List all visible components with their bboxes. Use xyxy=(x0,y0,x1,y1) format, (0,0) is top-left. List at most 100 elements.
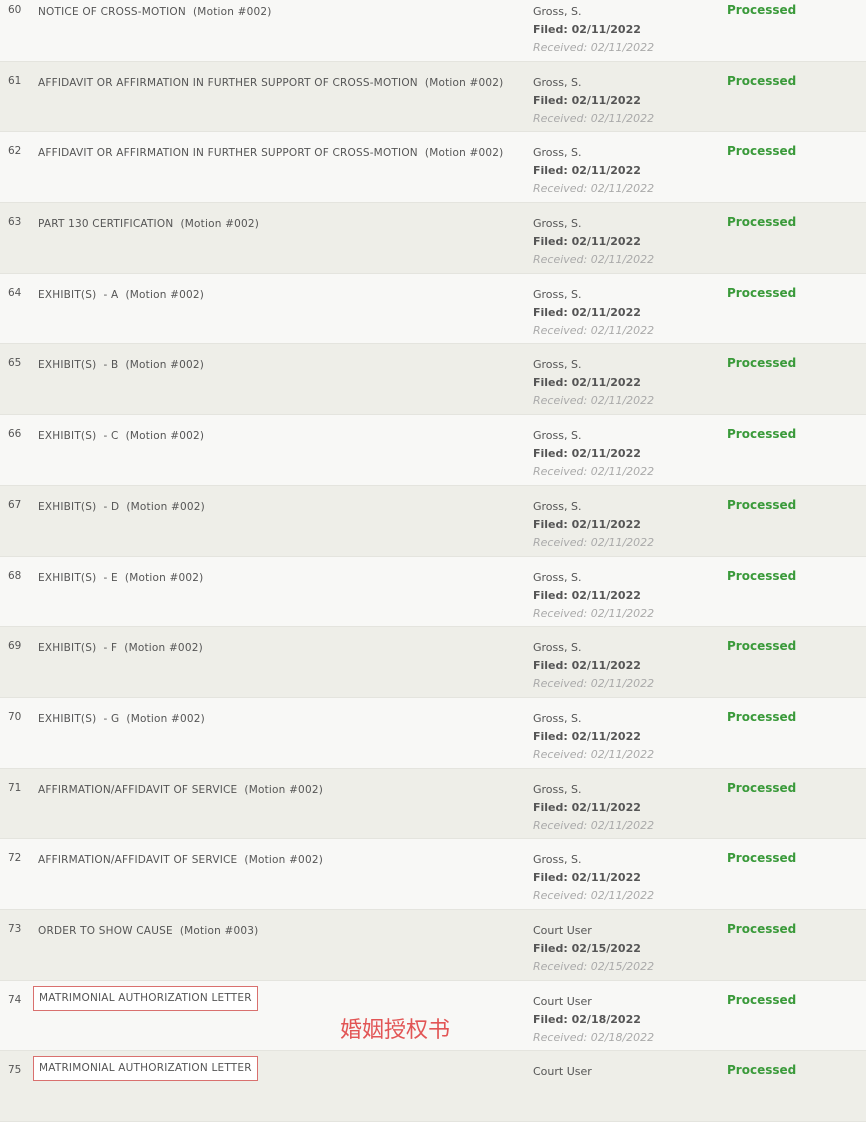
status: Processed xyxy=(727,709,797,724)
received-date: Received: 02/11/2022 xyxy=(533,394,655,408)
document-link[interactable]: AFFIDAVIT OR AFFIRMATION IN FURTHER SUPP… xyxy=(38,147,504,160)
filer-info: Gross, S. Filed: 02/11/2022 Received: 02/1… xyxy=(533,427,654,481)
filer-name: Gross, S. xyxy=(533,499,582,513)
docket-row: 68 EXHIBIT(S) - E (Motion #002) Gross, S. F… xyxy=(0,557,866,628)
docket-row: 69 EXHIBIT(S) - F (Motion #002) Gross, S. F… xyxy=(0,627,866,698)
filer-info: Court User Filed: 02/15/2022 Received: 02/… xyxy=(533,922,654,976)
filer-info: Gross, S. Filed: 02/11/2022 Received: 02/1… xyxy=(533,286,654,340)
doc-number: 66 xyxy=(8,428,22,441)
document-link[interactable]: EXHIBIT(S) - C (Motion #002) xyxy=(38,430,205,443)
status: Processed xyxy=(727,1063,797,1078)
received-date: Received: 02/11/2022 xyxy=(533,747,655,761)
docket-row: 72 AFFIRMATION/AFFIDAVIT OF SERVICE (Moti… xyxy=(0,839,866,910)
received-date: Received: 02/11/2022 xyxy=(533,182,655,196)
filed-date: Filed: 02/11/2022 xyxy=(533,800,641,814)
received-date: Received: 02/15/2022 xyxy=(533,959,655,973)
filer-info: Gross, S. Filed: 02/11/2022 Received: 02/1… xyxy=(533,144,654,198)
docket-row: 70 EXHIBIT(S) - G (Motion #002) Gross, S. F… xyxy=(0,698,866,769)
docket-row: 63 PART 130 CERTIFICATION (Motion #002) Gr… xyxy=(0,203,866,274)
doc-number: 75 xyxy=(8,1064,22,1077)
doc-number: 61 xyxy=(8,74,22,87)
doc-number: 74 xyxy=(8,993,22,1006)
filer-info: Gross, S. Filed: 02/11/2022 Received: 02/1… xyxy=(533,498,654,552)
received-date: Received: 02/11/2022 xyxy=(533,465,655,479)
document-link[interactable]: MATRIMONIAL AUTHORIZATION LETTER xyxy=(33,985,258,1011)
filer-info: Gross, S. Filed: 02/11/2022 Received: 02/1… xyxy=(533,710,654,764)
filer-info: Gross, S. Filed: 02/11/2022 Received: 02/1… xyxy=(533,851,654,905)
status: Processed xyxy=(727,992,797,1007)
filer-name: Court User xyxy=(533,1065,592,1079)
filer-info: Gross, S. Filed: 02/11/2022 Received: 02/1… xyxy=(533,74,654,128)
doc-number: 62 xyxy=(8,145,22,158)
filer-name: Gross, S. xyxy=(533,711,582,725)
filer-info: Gross, S. Filed: 02/11/2022 Received: 02/1… xyxy=(533,569,654,623)
document-link[interactable]: EXHIBIT(S) - D (Motion #002) xyxy=(38,500,205,513)
doc-number: 60 xyxy=(8,4,22,16)
docket-row: 60 NOTICE OF CROSS-MOTION (Motion #002) Gr… xyxy=(0,0,866,62)
filer-name: Gross, S. xyxy=(533,358,582,372)
docket-row: 67 EXHIBIT(S) - D (Motion #002) Gross, S. F… xyxy=(0,485,866,557)
filer-name: Court User xyxy=(533,923,592,937)
filed-date: Filed: 02/11/2022 xyxy=(533,517,641,531)
docket-row: 66 EXHIBIT(S) - C (Motion #002) Gross, S. F… xyxy=(0,415,866,486)
received-date: Received: 02/11/2022 xyxy=(533,535,655,549)
filer-name: Gross, S. xyxy=(533,782,582,796)
status: Processed xyxy=(727,568,797,583)
status: Processed xyxy=(727,356,797,371)
document-link[interactable]: PART 130 CERTIFICATION (Motion #002) xyxy=(38,218,260,231)
filed-date: Filed: 02/15/2022 xyxy=(533,941,641,955)
filed-date: Filed: 02/11/2022 xyxy=(533,871,641,885)
docket-row: 64 EXHIBIT(S) - A (Motion #002) Gross, S. F… xyxy=(0,274,866,345)
document-link[interactable]: AFFIRMATION/AFFIDAVIT OF SERVICE (Motion… xyxy=(38,783,323,796)
status: Processed xyxy=(727,3,797,17)
received-date: Received: 02/11/2022 xyxy=(533,677,655,691)
docket-row: 75 MATRIMONIAL AUTHORIZATION LETTER Court … xyxy=(0,1051,866,1122)
status: Processed xyxy=(727,144,797,159)
filed-date: Filed: 02/11/2022 xyxy=(533,447,641,461)
status: Processed xyxy=(727,921,797,936)
document-link[interactable]: ORDER TO SHOW CAUSE (Motion #003) xyxy=(38,924,259,937)
doc-number: 64 xyxy=(8,286,22,299)
doc-number: 72 xyxy=(8,852,22,865)
filer-info: Gross, S. Filed: 02/11/2022 Received: 02/1… xyxy=(533,356,654,410)
document-link[interactable]: EXHIBIT(S) - A (Motion #002) xyxy=(38,288,205,301)
filer-name: Gross, S. xyxy=(533,287,582,301)
filer-name: Gross, S. xyxy=(533,570,582,584)
filer-info: Court User Filed: 02/18/2022 Received: 02/… xyxy=(533,993,654,1047)
filer-info: Court User xyxy=(533,1063,592,1081)
document-link[interactable]: EXHIBIT(S) - G (Motion #002) xyxy=(38,712,205,725)
document-link[interactable]: EXHIBIT(S) - F (Motion #002) xyxy=(38,642,203,655)
docket-row: 62 AFFIDAVIT OR AFFIRMATION IN FURTHER SU… xyxy=(0,132,866,204)
document-link[interactable]: NOTICE OF CROSS-MOTION (Motion #002) xyxy=(38,6,272,18)
status: Processed xyxy=(727,851,797,866)
received-date: Received: 02/11/2022 xyxy=(533,111,655,125)
document-link[interactable]: EXHIBIT(S) - B (Motion #002) xyxy=(38,359,205,372)
filed-date: Filed: 02/11/2022 xyxy=(533,659,641,673)
docket-row: 61 AFFIDAVIT OR AFFIRMATION IN FURTHER SU… xyxy=(0,61,866,133)
document-link[interactable]: MATRIMONIAL AUTHORIZATION LETTER xyxy=(33,1056,258,1082)
document-link[interactable]: AFFIDAVIT OR AFFIRMATION IN FURTHER SUPP… xyxy=(38,76,504,89)
received-date: Received: 02/11/2022 xyxy=(533,606,655,620)
received-date: Received: 02/11/2022 xyxy=(533,323,655,337)
filer-name: Gross, S. xyxy=(533,217,582,231)
filed-date: Filed: 02/11/2022 xyxy=(533,376,641,390)
docket-row: 74 MATRIMONIAL AUTHORIZATION LETTER Court … xyxy=(0,981,866,1052)
filed-date: Filed: 02/11/2022 xyxy=(533,305,641,319)
doc-number: 70 xyxy=(8,710,22,723)
doc-number: 73 xyxy=(8,922,22,935)
filed-date: Filed: 02/11/2022 xyxy=(533,729,641,743)
received-date: Received: 02/11/2022 xyxy=(533,41,655,54)
status: Processed xyxy=(727,639,797,654)
doc-number: 67 xyxy=(8,498,22,511)
filed-date: Filed: 02/11/2022 xyxy=(533,93,641,107)
filer-name: Gross, S. xyxy=(533,641,582,655)
status: Processed xyxy=(727,73,797,88)
filer-info: Gross, S. Filed: 02/11/2022 Received: 02/1… xyxy=(533,3,654,57)
received-date: Received: 02/18/2022 xyxy=(533,1030,655,1044)
docket-row: 71 AFFIRMATION/AFFIDAVIT OF SERVICE (Moti… xyxy=(0,768,866,840)
filer-info: Gross, S. Filed: 02/11/2022 Received: 02/1… xyxy=(533,781,654,835)
filed-date: Filed: 02/11/2022 xyxy=(533,235,641,249)
document-link[interactable]: AFFIRMATION/AFFIDAVIT OF SERVICE (Motion… xyxy=(38,854,323,867)
document-link[interactable]: EXHIBIT(S) - E (Motion #002) xyxy=(38,571,204,584)
